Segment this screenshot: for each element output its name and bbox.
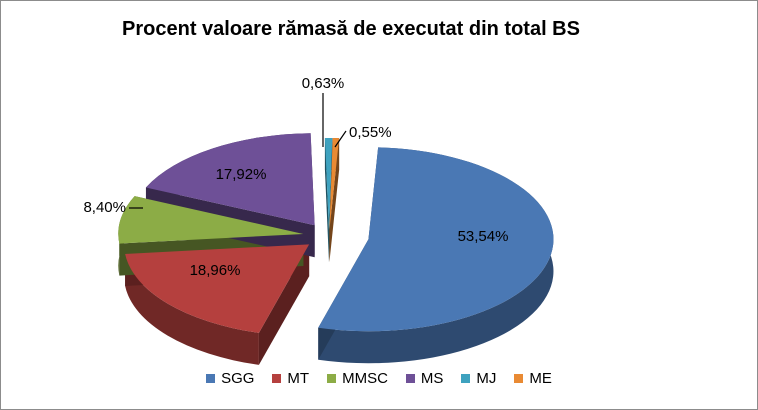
legend-label: MT: [287, 370, 310, 387]
data-label-mmsc: 8,40%: [83, 199, 126, 216]
legend-item-mt: MT: [272, 370, 309, 387]
legend-swatch: [461, 374, 471, 383]
legend: SGG MT MMSC MS MJ ME: [1, 370, 757, 387]
legend-swatch: [206, 374, 216, 383]
legend-swatch: [405, 374, 415, 383]
slice-sgg: [318, 147, 554, 332]
leader-line-me: [334, 130, 347, 148]
data-label-mt: 18,96%: [190, 262, 241, 279]
slice-mt: [125, 244, 310, 333]
legend-item-sgg: SGG: [206, 370, 254, 387]
slice-ms: [145, 133, 315, 226]
data-label-me: 0,55%: [349, 124, 392, 141]
legend-item-ms: MS: [405, 370, 444, 387]
legend-item-mmsc: MMSC: [327, 370, 388, 387]
slice-wall-mj: [324, 138, 329, 263]
data-label-ms: 17,92%: [216, 166, 267, 183]
slice-wall-me: [329, 138, 340, 263]
data-label-sgg: 53,54%: [458, 228, 509, 245]
legend-swatch: [327, 374, 337, 383]
legend-swatch: [272, 374, 282, 383]
slice-side-mt: [125, 253, 259, 365]
legend-label: MMSC: [342, 370, 388, 387]
legend-label: SGG: [221, 370, 255, 387]
legend-item-me: ME: [514, 370, 552, 387]
chart-title: Procent valoare rămasă de executat din t…: [122, 18, 580, 40]
legend-swatch: [514, 374, 524, 383]
slice-me: [329, 138, 340, 231]
legend-label: MS: [420, 370, 444, 387]
data-label-mj: 0,63%: [302, 75, 345, 92]
slice-mj: [324, 138, 333, 231]
legend-item-mj: MJ: [461, 370, 496, 387]
legend-label: ME: [529, 370, 552, 387]
legend-label: MJ: [476, 370, 497, 387]
slice-mmsc: [118, 196, 304, 244]
